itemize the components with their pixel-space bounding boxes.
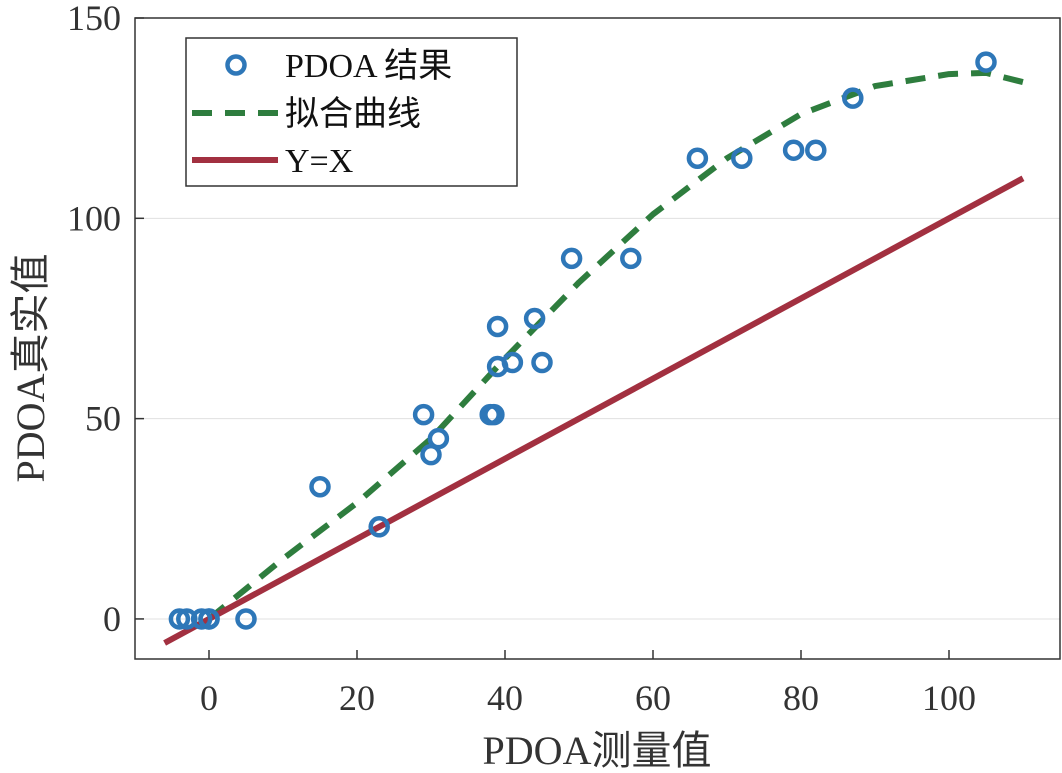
x-axis-title: PDOA测量值 xyxy=(483,728,712,773)
legend-label-scatter: PDOA 结果 xyxy=(285,47,452,85)
y-tick-label: 150 xyxy=(67,0,121,38)
scatter-point xyxy=(190,608,213,630)
scatter-point xyxy=(782,139,805,161)
scatter-point xyxy=(412,403,435,426)
x-tick-label: 0 xyxy=(200,678,218,718)
legend-marker-scatter xyxy=(225,54,247,76)
scatter-point xyxy=(486,315,509,338)
fit-curve-line xyxy=(207,69,1024,622)
scatter-point xyxy=(531,351,553,374)
legend-label-fit: 拟合曲线 xyxy=(285,95,421,133)
x-tick-label: 60 xyxy=(635,678,671,718)
x-tick-label: 40 xyxy=(487,678,523,718)
y-equals-x-line xyxy=(163,175,1025,646)
y-axis-title: PDOA真实值 xyxy=(8,254,53,483)
y-tick-label: 50 xyxy=(85,399,121,439)
legend: PDOA 结果 拟合曲线 Y=X xyxy=(185,37,518,187)
scatter-point xyxy=(235,608,257,630)
scatter-point xyxy=(805,139,827,161)
scatter-point xyxy=(620,247,642,270)
scatter-point xyxy=(368,516,390,538)
scatter-point xyxy=(523,307,546,330)
x-tick-label: 20 xyxy=(339,678,375,718)
y-tick-label: 100 xyxy=(67,198,121,238)
tick-layer: 0 20 40 60 80 100 0 50 100 150 xyxy=(67,0,976,718)
legend-label-yx: Y=X xyxy=(285,143,353,180)
x-tick-label: 80 xyxy=(783,678,819,718)
scatter-point xyxy=(975,51,997,73)
y-tick-label: 0 xyxy=(103,599,121,639)
scatter-point xyxy=(309,475,331,498)
x-tick-label: 100 xyxy=(922,678,976,718)
series-layer xyxy=(163,51,1025,646)
scatter-point xyxy=(842,87,864,109)
scatter-point xyxy=(731,147,753,169)
scatter-point xyxy=(427,427,450,450)
scatter-point xyxy=(483,403,505,426)
scatter-point xyxy=(686,147,709,169)
scatter-point xyxy=(168,608,191,630)
scatter-point xyxy=(560,247,583,270)
scatter-point xyxy=(198,608,220,630)
scatter-point xyxy=(501,351,524,374)
axes-frame xyxy=(134,17,1061,660)
